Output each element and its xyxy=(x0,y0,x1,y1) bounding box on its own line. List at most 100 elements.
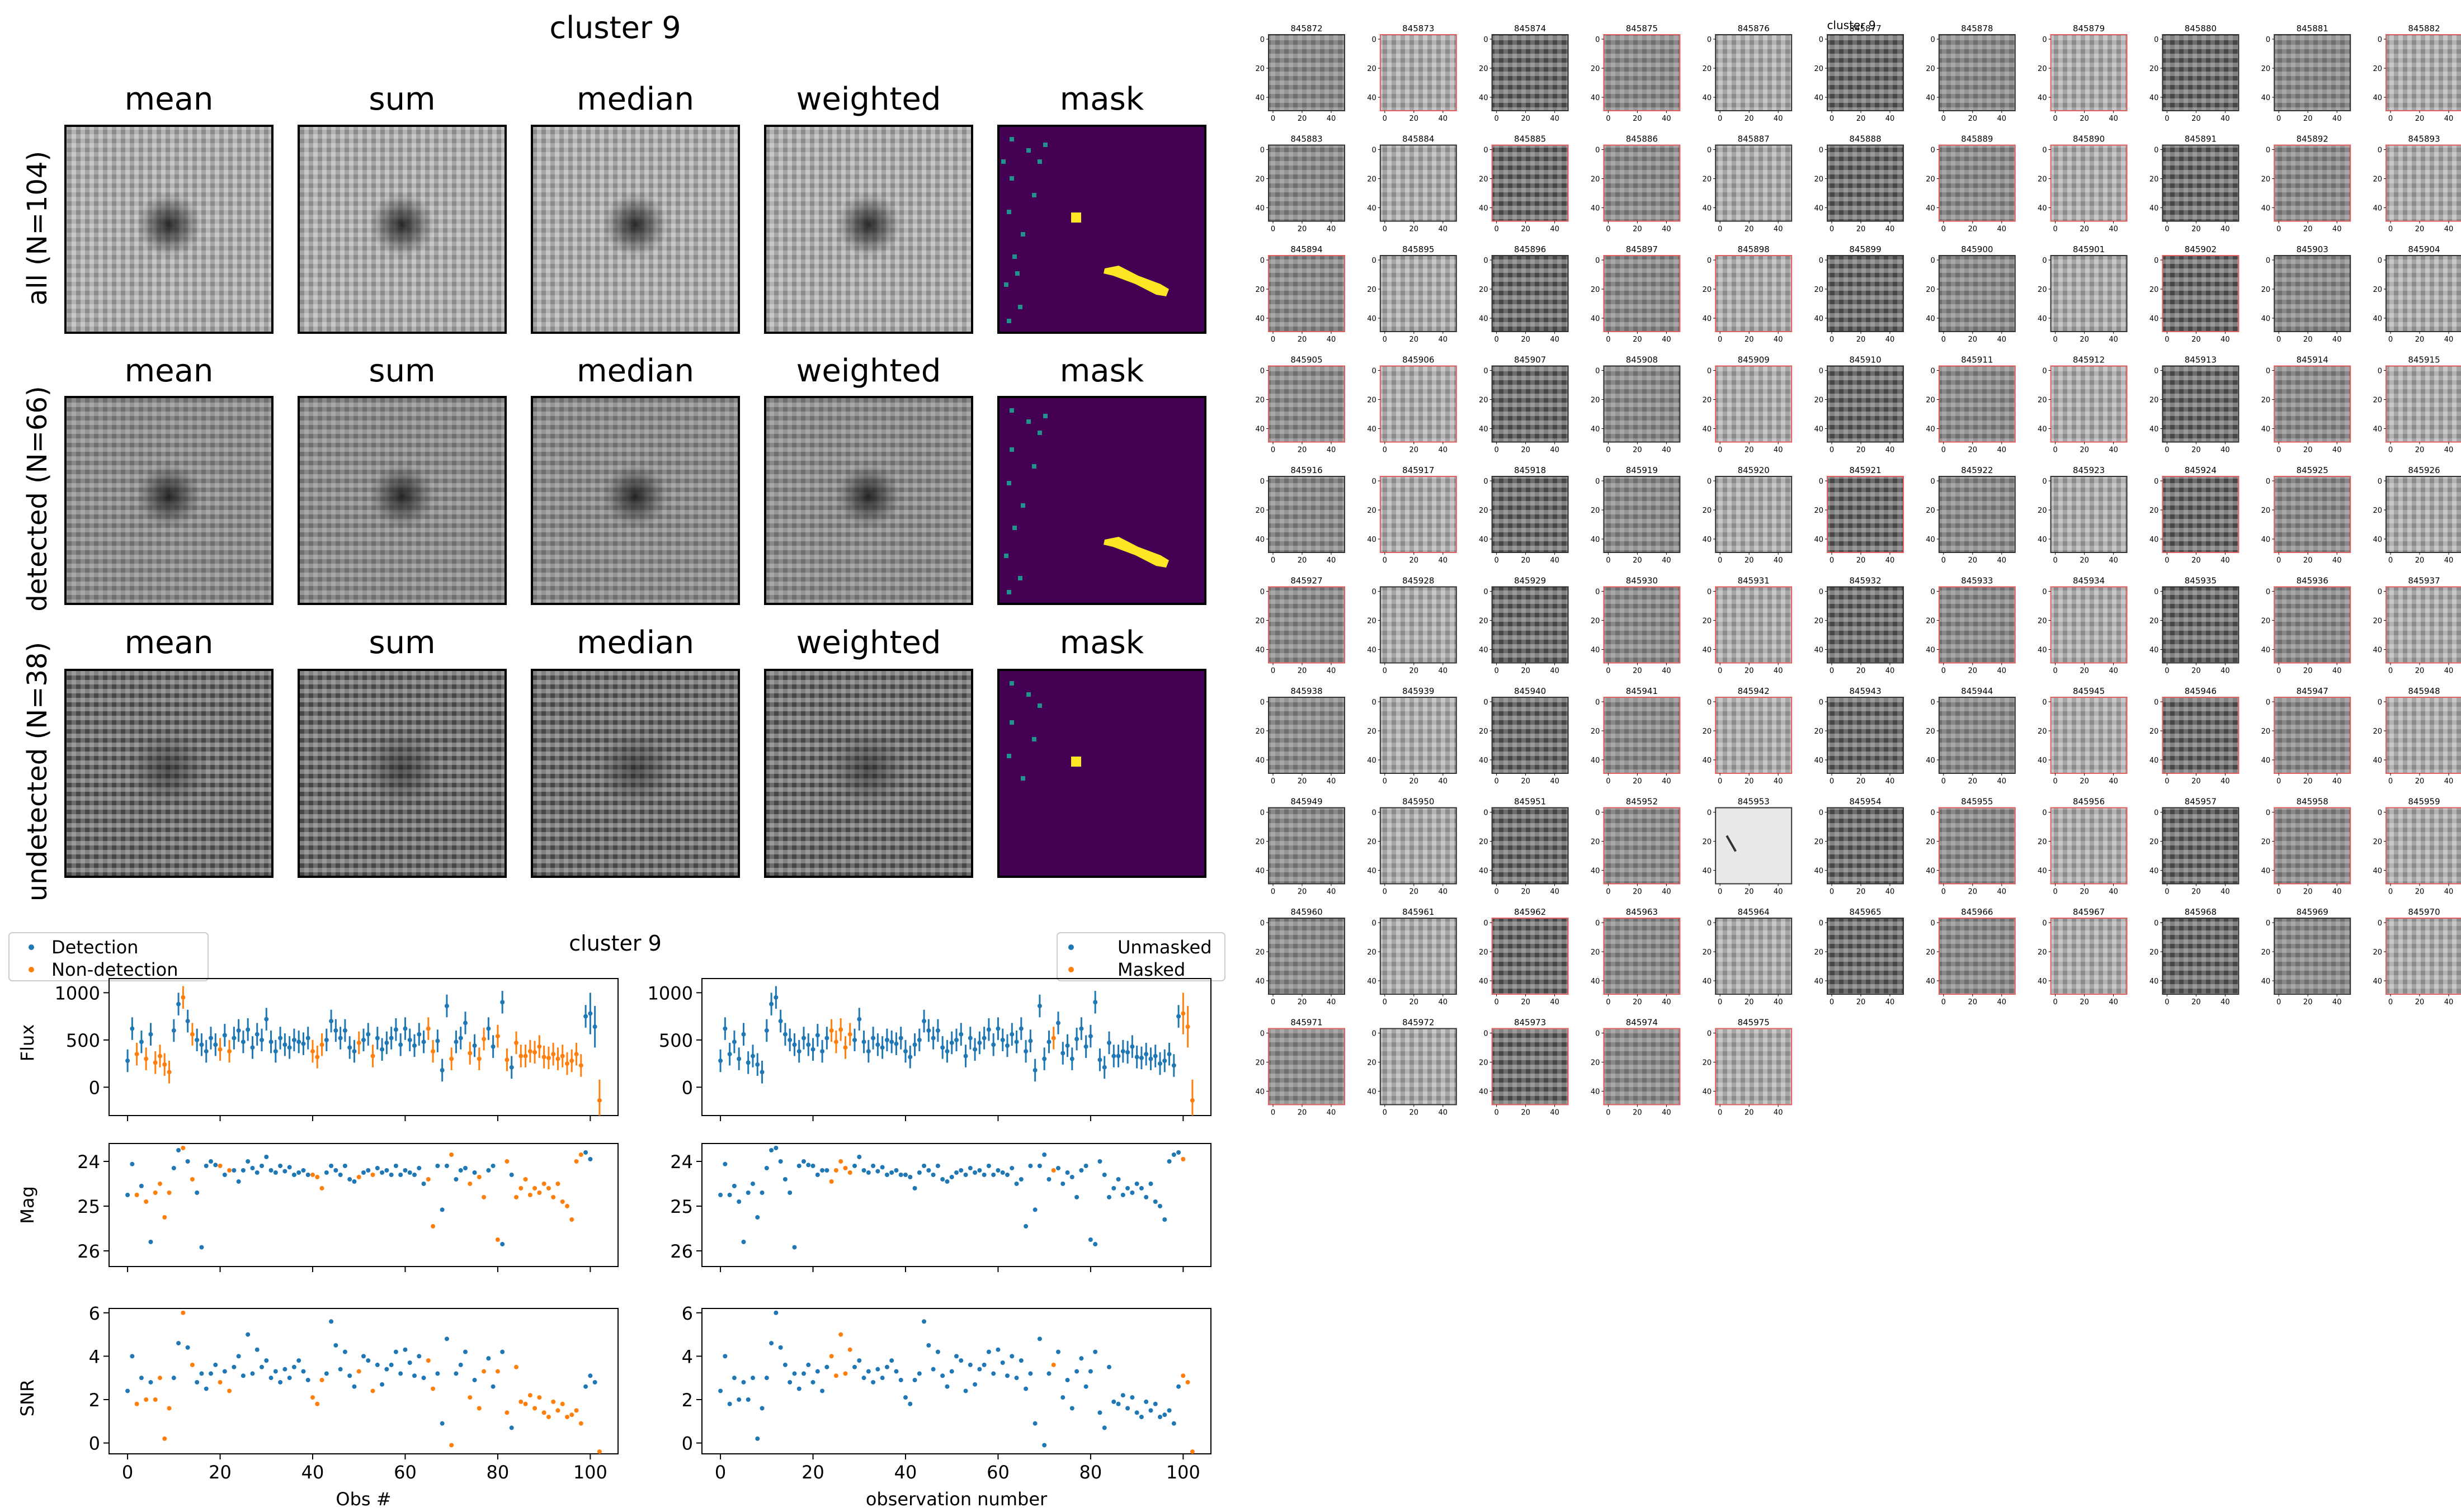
data-point xyxy=(574,1052,579,1057)
data-point xyxy=(264,1155,269,1159)
cutout-cell: 845940 0 20 40 0 20 40 xyxy=(1479,686,1569,786)
cutout-id: 845903 xyxy=(2297,244,2328,254)
cutout-y-tick: 40 xyxy=(1591,977,1600,986)
cutout-x-tick: 40 xyxy=(1997,777,2007,786)
cutout-y-tick: 20 xyxy=(1703,727,1712,736)
cutout-x-tick: 0 xyxy=(1718,336,1722,344)
data-point xyxy=(782,1032,788,1037)
cutout-y-tick: 20 xyxy=(1926,617,1935,626)
cutout-y-tick: 40 xyxy=(2261,757,2271,765)
cutout-y-tick: 40 xyxy=(2038,205,2047,213)
data-point xyxy=(171,1376,176,1381)
cutout-cell: 845954 0 20 40 0 20 40 xyxy=(1814,797,1904,896)
data-point xyxy=(412,1173,417,1177)
stack-column-title: mask xyxy=(1060,625,1144,661)
cutout-image xyxy=(1938,34,2016,111)
cutout-x-tick: 20 xyxy=(1745,888,1754,896)
cutout-cell: 845929 0 20 40 0 20 40 xyxy=(1479,576,1569,675)
cutout-x-tick: 20 xyxy=(1409,888,1419,896)
data-point xyxy=(1042,1056,1047,1061)
cutout-x-tick: 0 xyxy=(1271,446,1275,455)
cutout-image xyxy=(1715,34,1793,111)
cutout-y-tick: 20 xyxy=(1479,727,1488,736)
cutout-y-tick: 0 xyxy=(2378,588,2382,597)
data-point xyxy=(190,1177,195,1182)
data-point xyxy=(185,1345,190,1350)
cutout-image xyxy=(1268,144,1345,222)
data-point xyxy=(139,1376,144,1381)
cutout-cell: 845895 0 20 40 0 20 40 xyxy=(1367,244,1457,344)
cutout-image xyxy=(2385,476,2461,553)
data-point xyxy=(560,1401,565,1406)
cutout-x-tick: 0 xyxy=(2388,556,2393,565)
cutout-image xyxy=(2274,586,2351,664)
cutout-y-tick: 40 xyxy=(1814,867,1823,876)
data-point xyxy=(472,1170,477,1175)
cutout-y-tick: 20 xyxy=(2038,176,2047,184)
cutout-y-tick: 20 xyxy=(2149,617,2159,626)
cutout-image xyxy=(2050,586,2128,664)
cutout-id: 845936 xyxy=(2297,576,2328,586)
data-point xyxy=(861,1040,866,1045)
cutout-y-tick: 40 xyxy=(2261,94,2271,102)
cutout-x-tick: 40 xyxy=(2220,998,2230,1007)
cutout-x-tick: 40 xyxy=(1662,1109,1671,1117)
cutout-image xyxy=(1603,365,1681,443)
cutout-id: 845882 xyxy=(2408,23,2440,34)
data-point xyxy=(982,1036,987,1041)
cutout-y-tick: 40 xyxy=(1367,646,1376,655)
data-point xyxy=(588,1011,593,1016)
cutout-x-tick: 40 xyxy=(1774,667,1783,675)
cutout-image xyxy=(1491,586,1569,664)
cutout-y-tick: 0 xyxy=(1707,478,1712,486)
cutout-cell: 845887 0 20 40 0 20 40 xyxy=(1703,134,1793,234)
cutout-y-tick: 20 xyxy=(1367,1059,1376,1067)
data-point xyxy=(190,1032,195,1037)
cutout-x-tick: 40 xyxy=(1997,556,2007,565)
cutout-id: 845895 xyxy=(1402,244,1434,254)
cutout-image xyxy=(1715,586,1793,664)
data-point xyxy=(287,1045,292,1050)
data-point xyxy=(431,1049,436,1054)
cutout-y-tick: 20 xyxy=(1255,727,1265,736)
cutout-cell: 845949 0 20 40 0 20 40 xyxy=(1255,797,1345,896)
data-point xyxy=(246,1159,251,1164)
data-point xyxy=(852,1037,857,1042)
cutout-id: 845887 xyxy=(1738,134,1770,144)
cutout-x-tick: 0 xyxy=(1383,446,1387,455)
cutout-x-tick: 40 xyxy=(2109,888,2118,896)
cutout-id: 845960 xyxy=(1290,907,1322,917)
cutout-image xyxy=(2385,255,2461,332)
cutout-y-tick: 40 xyxy=(1814,757,1823,765)
cutout-y-tick: 0 xyxy=(2378,478,2382,486)
stack-source-blob xyxy=(829,730,908,808)
cutout-image xyxy=(1938,144,2016,222)
data-point xyxy=(380,1382,385,1387)
cutout-cell: 845878 0 20 40 0 20 40 xyxy=(1926,23,2016,123)
cutout-image xyxy=(1268,1028,1345,1105)
cutout-x-tick: 0 xyxy=(1718,998,1722,1007)
data-point xyxy=(449,1056,454,1061)
cutout-x-tick: 0 xyxy=(1271,225,1275,234)
cutout-x-tick: 0 xyxy=(1271,1109,1275,1117)
data-point xyxy=(1060,1051,1066,1056)
data-point xyxy=(578,1152,583,1157)
cutout-x-tick: 20 xyxy=(1409,446,1419,455)
cutout-y-tick: 20 xyxy=(2149,396,2159,405)
data-point xyxy=(389,1036,394,1041)
cutout-id: 845956 xyxy=(2073,797,2105,807)
cutout-y-tick: 40 xyxy=(2261,536,2271,544)
data-point xyxy=(440,1207,445,1212)
cutout-cell: 845952 0 20 40 0 20 40 xyxy=(1591,797,1681,896)
cutout-x-tick: 0 xyxy=(1606,225,1610,234)
data-point xyxy=(569,1412,574,1418)
cutout-y-tick: 0 xyxy=(2266,919,2270,928)
cutout-cell: 845965 0 20 40 0 20 40 xyxy=(1814,907,1904,1007)
cutout-x-tick: 40 xyxy=(1885,888,1895,896)
cutout-cell: 845928 0 20 40 0 20 40 xyxy=(1367,576,1457,675)
data-point xyxy=(509,1173,514,1177)
cutout-x-tick: 0 xyxy=(1383,336,1387,344)
cutout-id: 845915 xyxy=(2408,355,2440,365)
cutout-image xyxy=(1827,807,1904,885)
cutout-y-tick: 40 xyxy=(1591,94,1600,102)
